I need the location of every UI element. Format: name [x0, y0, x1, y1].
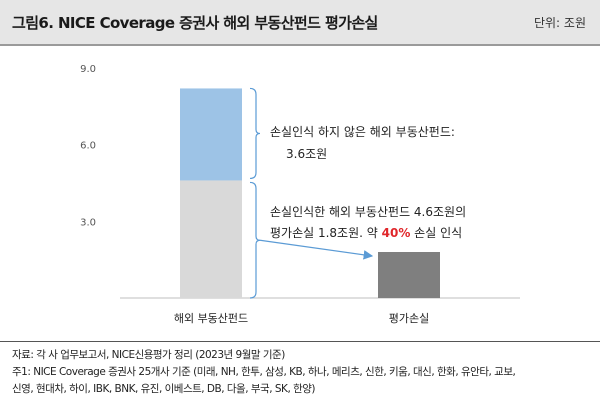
- y-tick-label: 9.0: [80, 64, 96, 75]
- annotation-upper-line1: 손실인식 하지 않은 해외 부동산펀드:: [270, 125, 455, 139]
- y-tick-label: 3.0: [80, 217, 96, 228]
- chart-header: 그림6. NICE Coverage 증권사 해외 부동산펀드 평가손실 단위:…: [0, 0, 600, 46]
- bar-recognized-loss-fund: [180, 180, 242, 298]
- x-tick-label: 평가손실: [389, 312, 429, 325]
- bar-valuation-loss: [378, 252, 440, 298]
- unit-label: 단위: 조원: [533, 16, 586, 30]
- footer-note-line2: 신영, 현대차, 하이, IBK, BNK, 유진, 이베스트, DB, 다올,…: [12, 383, 316, 395]
- annotation-lower-line2: 평가손실 1.8조원. 약 40% 손실 인식: [270, 225, 462, 240]
- annotation-upper-line2: 3.6조원: [286, 147, 327, 161]
- footer-source: 자료: 각 사 업무보고서, NICE신용평가 정리 (2023년 9월말 기준…: [12, 349, 285, 361]
- annotation-lower-line1: 손실인식한 해외 부동산펀드 4.6조원의: [270, 205, 466, 219]
- footer-note-line1: 주1: NICE Coverage 증권사 25개사 기준 (미래, NH, 한…: [12, 366, 516, 378]
- chart-footer: 자료: 각 사 업무보고서, NICE신용평가 정리 (2023년 9월말 기준…: [0, 341, 600, 402]
- y-tick-label: 6.0: [80, 141, 96, 152]
- upper-brace: [249, 87, 261, 180]
- annotation-lower-suffix: 손실 인식: [410, 226, 462, 240]
- annotation-highlight: 40%: [382, 226, 411, 240]
- x-tick-label: 해외 부동산펀드: [174, 311, 248, 325]
- bar-chart: 9.0 6.0 3.0 해외 부동산펀드 평가손실 손실인식 하지 않은 해외 부동산…: [80, 64, 520, 325]
- annotation-lower-prefix: 평가손실 1.8조원. 약: [270, 225, 382, 240]
- lower-brace: [249, 181, 261, 299]
- chart-title: 그림6. NICE Coverage 증권사 해외 부동산펀드 평가손실: [12, 14, 378, 32]
- loss-arrow: [259, 239, 374, 260]
- bar-unrecognized-loss-fund: [180, 88, 242, 181]
